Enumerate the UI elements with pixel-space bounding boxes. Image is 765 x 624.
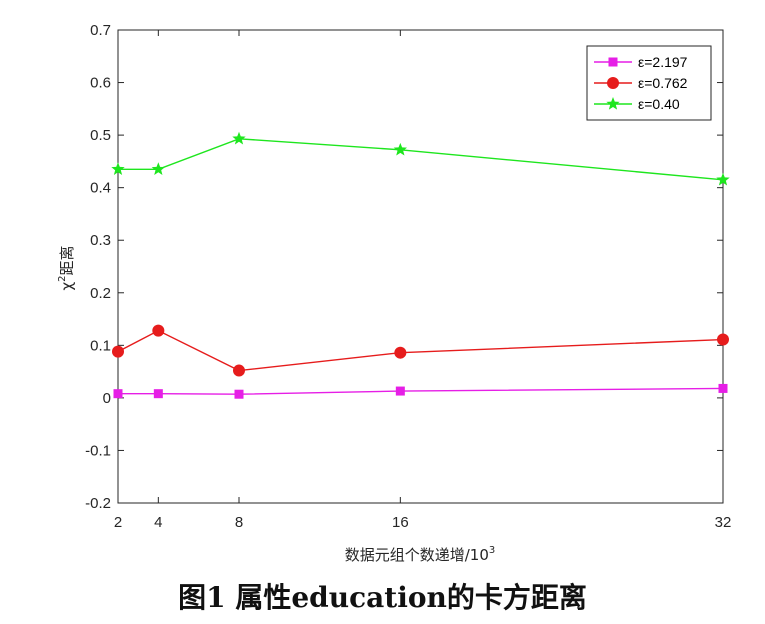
- legend-items: ε=2.197 ε=0.762 ε=0.40: [594, 54, 688, 112]
- y-tick-label: 0.6: [90, 75, 111, 92]
- y-axis-title-rest: 距离: [58, 245, 76, 275]
- y-tick-label: 0.1: [90, 337, 111, 354]
- y-axis-title-symbol: χ: [58, 282, 76, 291]
- legend-label: ε=2.197: [638, 54, 688, 70]
- data-point-circle: [233, 364, 245, 377]
- data-point-square: [718, 383, 728, 393]
- figure-caption: 图1 属性education的卡方距离: [178, 581, 587, 614]
- series-star: [111, 131, 730, 186]
- data-point-star: [111, 162, 125, 175]
- data-point-square: [395, 386, 405, 396]
- x-axis-ticks: 2 4 8 16 32: [114, 30, 732, 531]
- y-tick-label: -0.2: [85, 495, 111, 512]
- y-axis-ticks: 0.7 0.6 0.5 0.4 0.3 0.2 0.1 0 -0.1 -0.2: [85, 22, 723, 512]
- data-point-star: [716, 172, 730, 186]
- data-point-circle: [112, 345, 124, 358]
- y-axis-title: χ2距离: [57, 245, 76, 290]
- legend-item: ε=2.197: [594, 54, 688, 70]
- x-axis-title-text: 数据元组个数递增/10: [345, 546, 489, 564]
- legend-marker: [606, 97, 620, 110]
- data-point-star: [393, 142, 407, 156]
- series-square: [113, 383, 728, 399]
- x-tick-label: 2: [114, 514, 122, 531]
- series-circle: [112, 324, 729, 377]
- legend-item: ε=0.40: [594, 96, 680, 112]
- y-tick-label: 0: [103, 390, 111, 407]
- data-point-circle: [394, 346, 407, 359]
- y-tick-label: -0.1: [85, 442, 111, 459]
- legend-marker: [607, 77, 619, 89]
- y-tick-label: 0.5: [90, 127, 111, 144]
- data-point-square: [234, 389, 244, 399]
- data-point-square: [153, 389, 163, 399]
- data-point-circle: [717, 333, 729, 346]
- x-tick-label: 8: [235, 514, 243, 531]
- legend-label: ε=0.762: [638, 75, 688, 91]
- data-point-circle: [152, 324, 165, 337]
- legend: ε=2.197 ε=0.762 ε=0.40: [586, 45, 712, 121]
- y-tick-label: 0.2: [90, 285, 111, 302]
- x-axis-title: 数据元组个数递增/103: [345, 545, 496, 564]
- legend-marker: [608, 57, 618, 67]
- series-layer: [111, 131, 730, 399]
- y-tick-label: 0.3: [90, 232, 111, 249]
- y-tick-label: 0.4: [90, 180, 111, 197]
- y-axis-title-superscript: 2: [57, 275, 68, 281]
- legend-label: ε=0.40: [638, 96, 680, 112]
- x-axis-title-superscript: 3: [489, 545, 495, 556]
- x-tick-label: 32: [715, 514, 732, 531]
- legend-item: ε=0.762: [594, 75, 688, 91]
- y-tick-label: 0.7: [90, 22, 111, 39]
- data-point-star: [232, 131, 246, 145]
- x-tick-label: 4: [154, 514, 162, 531]
- data-point-square: [113, 389, 123, 399]
- x-tick-label: 16: [392, 514, 409, 531]
- data-point-star: [151, 162, 165, 175]
